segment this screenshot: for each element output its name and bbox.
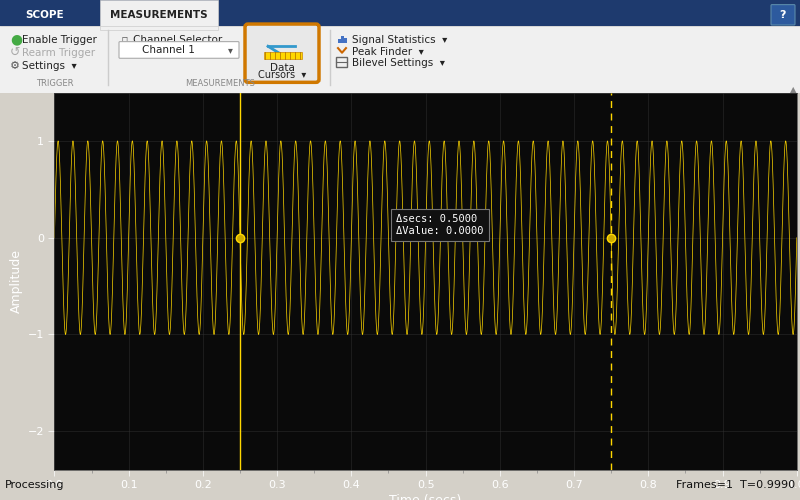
- Text: 🔍: 🔍: [122, 35, 128, 45]
- FancyBboxPatch shape: [245, 24, 319, 82]
- Y-axis label: Amplitude: Amplitude: [10, 249, 23, 313]
- Bar: [337, 35, 347, 44]
- Text: MEASUREMENTS: MEASUREMENTS: [185, 78, 255, 88]
- Text: ↺: ↺: [10, 46, 21, 59]
- Bar: [338, 39, 341, 44]
- Text: Δsecs: 0.5000
ΔValue: 0.0000: Δsecs: 0.5000 ΔValue: 0.0000: [396, 214, 483, 236]
- Text: Signal Statistics  ▾: Signal Statistics ▾: [352, 35, 447, 45]
- Text: Settings  ▾: Settings ▾: [22, 60, 77, 70]
- Bar: [100, 0, 218, 30]
- Text: Channel Selector: Channel Selector: [133, 35, 222, 45]
- Text: Frames=1  T=0.9990: Frames=1 T=0.9990: [676, 480, 795, 490]
- Text: Processing: Processing: [5, 480, 65, 490]
- Text: SCOPE: SCOPE: [26, 10, 64, 20]
- Bar: [341, 36, 343, 44]
- Text: ▾: ▾: [227, 45, 233, 55]
- Text: Channel 1: Channel 1: [142, 45, 194, 55]
- Bar: [0, 26, 800, 92]
- Text: ?: ?: [780, 10, 786, 20]
- Text: ●: ●: [10, 33, 22, 47]
- Bar: [264, 52, 302, 59]
- Text: Data: Data: [270, 62, 294, 72]
- Text: Enable Trigger: Enable Trigger: [22, 35, 97, 45]
- FancyBboxPatch shape: [771, 4, 795, 25]
- Text: MEASUREMENTS: MEASUREMENTS: [110, 10, 208, 20]
- Bar: [344, 38, 346, 44]
- Text: ▲: ▲: [790, 85, 796, 94]
- Bar: [0, 0, 800, 26]
- Text: Peak Finder  ▾: Peak Finder ▾: [352, 47, 424, 57]
- X-axis label: Time (secs): Time (secs): [390, 494, 462, 500]
- FancyBboxPatch shape: [119, 42, 239, 58]
- Bar: [336, 58, 347, 66]
- Text: Bilevel Settings  ▾: Bilevel Settings ▾: [352, 58, 445, 68]
- Text: Cursors  ▾: Cursors ▾: [258, 70, 306, 80]
- Text: Rearm Trigger: Rearm Trigger: [22, 48, 95, 58]
- Text: ⚙: ⚙: [10, 60, 20, 70]
- Text: TRIGGER: TRIGGER: [36, 78, 74, 88]
